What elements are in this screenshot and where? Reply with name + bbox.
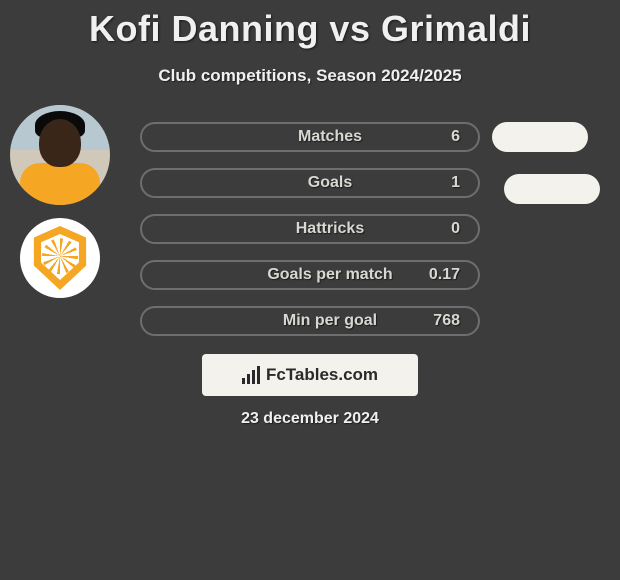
stat-label: Min per goal (166, 312, 454, 330)
page-subtitle: Club competitions, Season 2024/2025 (0, 66, 620, 86)
bars-icon (242, 366, 260, 384)
stat-label: Matches (166, 128, 454, 146)
stat-value-left: 0 (451, 220, 460, 238)
stat-row-matches: Matches 6 (140, 122, 480, 152)
stat-value-left: 6 (451, 128, 460, 146)
logo-text: FcTables.com (266, 365, 378, 385)
stat-pill-right-goals (504, 174, 600, 204)
fctables-logo: FcTables.com (202, 354, 418, 396)
stat-row-min-per-goal: Min per goal 768 (140, 306, 480, 336)
player-left-club-badge (20, 218, 100, 298)
date-text: 23 december 2024 (0, 410, 620, 428)
stat-label: Goals (166, 174, 454, 192)
stat-value-left: 1 (451, 174, 460, 192)
stat-value-left: 0.17 (429, 266, 460, 284)
stat-label: Hattricks (166, 220, 454, 238)
stat-row-goals: Goals 1 (140, 168, 480, 198)
stat-pill-right-matches (492, 122, 588, 152)
stat-value-left: 768 (433, 312, 460, 330)
stats-block: Matches 6 Goals 1 Hattricks 0 Goals per … (140, 122, 480, 352)
page-title: Kofi Danning vs Grimaldi (0, 0, 620, 50)
stat-row-hattricks: Hattricks 0 (140, 214, 480, 244)
stat-row-goals-per-match: Goals per match 0.17 (140, 260, 480, 290)
stat-label: Goals per match (166, 266, 454, 284)
player-left-avatar (10, 105, 110, 205)
